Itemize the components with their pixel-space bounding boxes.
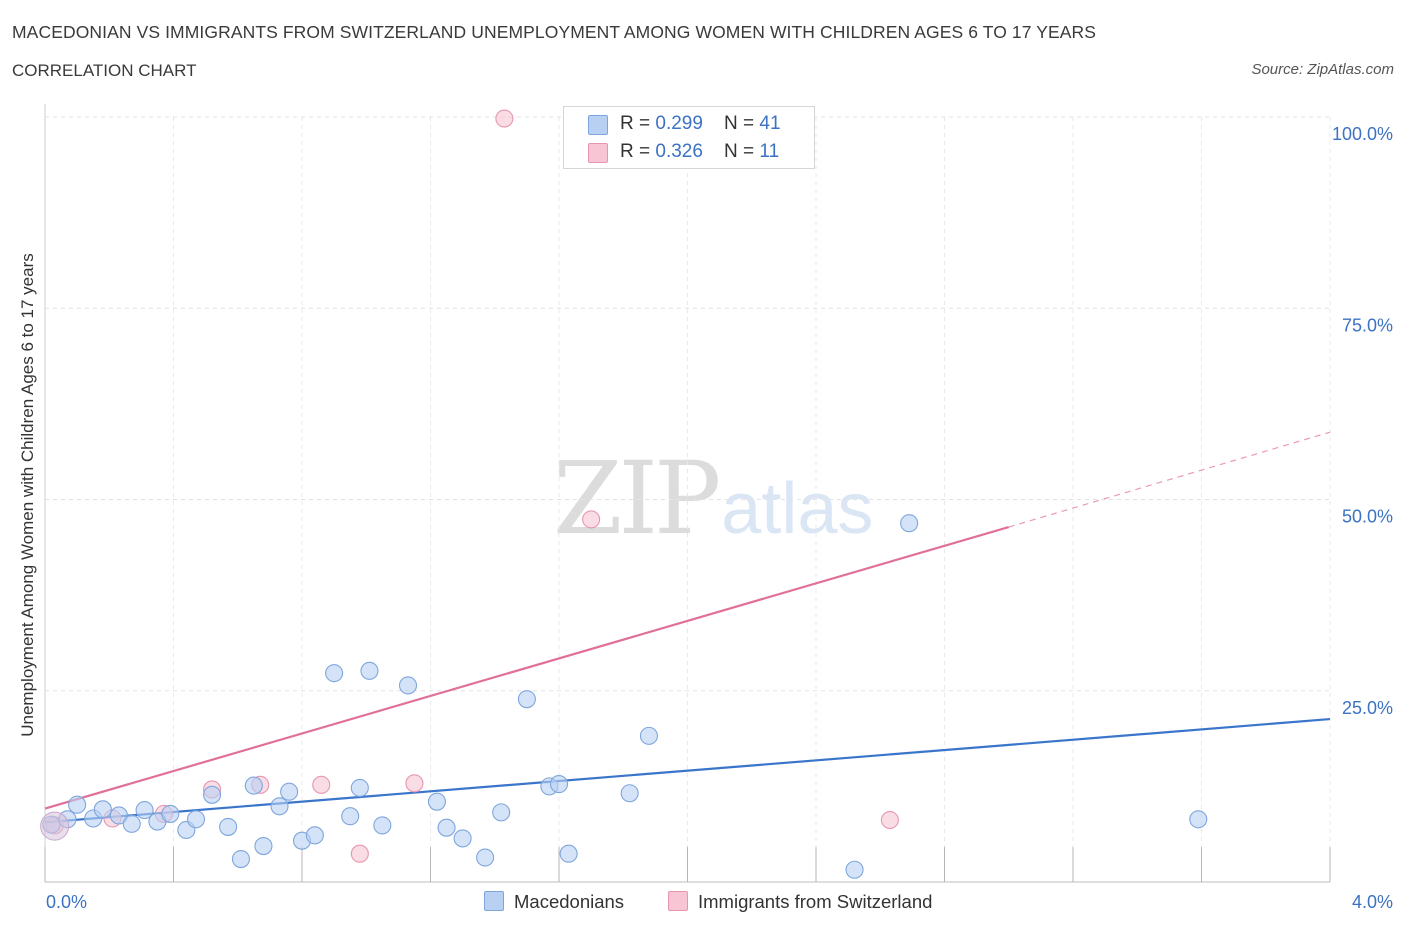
data-point (549, 775, 569, 794)
data-point (845, 860, 864, 879)
legend-item-macedonians[interactable]: Macedonians (484, 891, 624, 913)
data-point (900, 514, 919, 533)
watermark: ZIPatlas (553, 440, 873, 557)
x-tick-label-max: 4.0% (1352, 892, 1393, 912)
data-point (620, 784, 639, 803)
r-label: R = (620, 141, 656, 162)
trend-line-extension-1 (1008, 431, 1331, 528)
data-point (280, 782, 299, 801)
legend-swatch-macedonians (588, 115, 608, 135)
x-tick-label-min: 0.0% (46, 892, 87, 912)
chart-subtitle: CORRELATION CHART (12, 61, 197, 80)
data-point (495, 109, 514, 128)
y-tick-label: 25.0% (1342, 698, 1393, 718)
data-point-cluster (40, 811, 70, 841)
data-point (437, 818, 456, 837)
data-point (492, 803, 511, 822)
y-tick-label: 75.0% (1342, 315, 1393, 335)
y-tick-label: 50.0% (1342, 507, 1393, 527)
watermark-zip: ZIP (553, 440, 721, 557)
legend-swatch (668, 891, 688, 911)
data-point (305, 826, 324, 845)
data-point (398, 676, 418, 695)
data-point (93, 800, 112, 819)
data-point (219, 817, 238, 836)
trend-lines (44, 431, 1331, 824)
watermark-atlas: atlas (721, 469, 874, 549)
chart-title: MACEDONIAN VS IMMIGRANTS FROM SWITZERLAN… (12, 22, 1097, 42)
trend-line-0 (44, 717, 1331, 824)
source-label: Source: ZipAtlas.com (1251, 61, 1394, 78)
data-point (350, 844, 369, 863)
stats-legend: R = 0.299 N = 41 R = 0.326 N = 11 (563, 106, 815, 169)
trend-line-1 (44, 525, 1010, 810)
data-point (373, 816, 392, 835)
tick-labels: 25.0% 50.0% 75.0% 100.0% 0.0% 4.0% (46, 124, 1393, 912)
data-point (312, 775, 331, 794)
legend-label-macedonians: Macedonians (514, 891, 625, 912)
data-point (360, 661, 379, 680)
data-point (122, 814, 141, 833)
data-point (254, 836, 273, 856)
data-point (68, 795, 87, 814)
legend-label-switzerland: Immigrants from Switzerland (698, 891, 933, 912)
data-point (161, 804, 180, 823)
legend-swatch-switzerland (588, 143, 608, 163)
data-point (270, 797, 289, 816)
axes (44, 104, 1331, 883)
data-point (639, 726, 659, 745)
data-point (203, 785, 222, 804)
data-point (231, 849, 251, 869)
data-point (453, 829, 472, 848)
data-point (559, 844, 578, 863)
data-point (186, 810, 206, 829)
data-point (1189, 810, 1208, 829)
data-point (582, 510, 601, 529)
data-point (325, 664, 344, 683)
r-label: R = (620, 113, 656, 134)
legend-text: R = 0.326 N = 11 (620, 141, 779, 163)
data-point (880, 810, 899, 830)
data-point (517, 690, 536, 709)
data-point (109, 806, 128, 825)
grid-lines (45, 116, 1331, 882)
n-value-switzerland: 11 (759, 141, 780, 162)
legend-swatch (484, 891, 504, 911)
data-point (341, 807, 360, 826)
r-value-macedonians: 0.299 (655, 113, 703, 134)
y-tick-label: 100.0% (1332, 124, 1393, 144)
data-point (350, 778, 369, 797)
data-points (40, 109, 1208, 879)
data-point (405, 774, 424, 793)
data-point (427, 792, 446, 811)
data-point (135, 801, 154, 820)
data-point (244, 776, 263, 795)
r-value-switzerland: 0.326 (655, 141, 703, 162)
n-label: N = (724, 113, 760, 134)
data-point (476, 848, 495, 867)
legend-item-switzerland[interactable]: Immigrants from Switzerland (668, 891, 932, 913)
n-label: N = (724, 141, 760, 162)
legend-text: R = 0.299 N = 41 (620, 113, 781, 135)
y-axis-label: Unemployment Among Women with Children A… (18, 253, 37, 737)
n-value-macedonians: 41 (759, 113, 781, 134)
